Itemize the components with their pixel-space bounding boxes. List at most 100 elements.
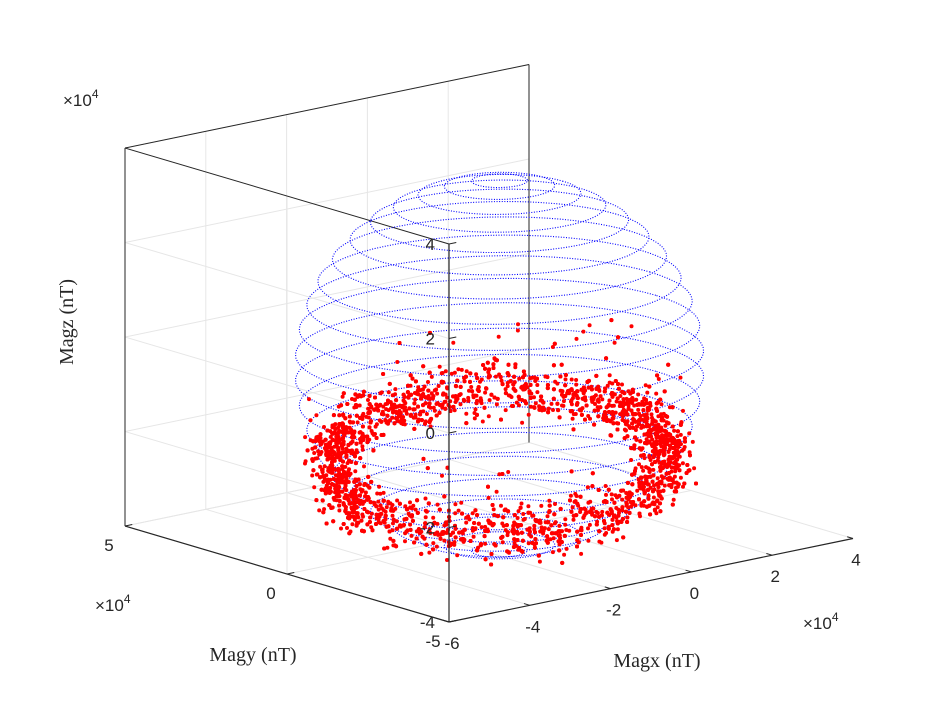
data-point: [381, 432, 386, 437]
data-point: [340, 425, 345, 430]
data-point: [597, 539, 602, 544]
data-point: [428, 330, 432, 335]
data-point: [594, 522, 599, 527]
data-point: [535, 390, 540, 395]
data-point: [569, 377, 574, 382]
data-point: [443, 369, 448, 374]
data-point: [458, 384, 463, 389]
data-point: [682, 436, 687, 441]
data-point: [579, 387, 584, 392]
grid-line-z: [124, 253, 530, 338]
sphere-ring: [349, 200, 650, 276]
data-point: [494, 402, 499, 407]
data-point: [404, 411, 409, 416]
data-point: [384, 505, 389, 510]
data-point: [340, 464, 345, 469]
data-point: [610, 391, 615, 396]
data-point: [662, 445, 667, 450]
data-point: [583, 395, 587, 400]
data-point: [427, 527, 432, 532]
data-point: [326, 481, 331, 486]
data-point: [581, 515, 586, 520]
data-point: [671, 497, 676, 502]
data-point: [563, 377, 568, 382]
data-point: [401, 523, 406, 528]
data-point: [451, 340, 456, 345]
sphere-ring: [349, 455, 650, 531]
data-point: [318, 464, 323, 469]
data-point: [609, 318, 614, 323]
data-point: [596, 408, 600, 413]
data-point: [432, 388, 437, 393]
data-point: [619, 488, 624, 493]
data-point: [332, 483, 337, 488]
data-point: [369, 479, 374, 484]
data-point: [353, 493, 358, 498]
data-point: [413, 507, 418, 512]
data-point: [479, 542, 483, 546]
data-point: [674, 442, 678, 447]
data-point: [347, 501, 352, 506]
data-point: [678, 475, 683, 480]
data-point: [654, 482, 659, 487]
data-point: [406, 395, 411, 400]
x-tick-mark: [443, 619, 450, 623]
data-point: [537, 520, 542, 525]
data-point: [655, 428, 660, 433]
data-point: [536, 553, 541, 558]
data-point: [362, 482, 367, 486]
data-point: [389, 508, 394, 513]
data-point: [632, 403, 637, 408]
data-point: [620, 516, 625, 521]
data-point: [322, 488, 327, 493]
data-point: [600, 397, 605, 402]
data-point: [354, 441, 359, 446]
data-point: [305, 448, 310, 453]
data-point: [385, 545, 390, 550]
data-point: [606, 526, 611, 531]
data-point: [624, 500, 629, 505]
data-point: [365, 522, 370, 527]
data-point: [553, 520, 558, 525]
data-point: [515, 531, 520, 536]
data-point: [614, 538, 619, 543]
data-point: [523, 399, 527, 404]
data-point: [651, 473, 656, 478]
y-axis-multiplier: ×104: [95, 592, 131, 615]
data-point: [651, 427, 656, 432]
data-point: [571, 412, 576, 417]
data-point: [434, 544, 439, 549]
data-point: [625, 399, 630, 404]
data-point: [676, 482, 681, 487]
data-point: [423, 401, 428, 406]
data-point: [424, 412, 429, 416]
data-point: [571, 513, 576, 518]
data-point: [371, 448, 376, 453]
sphere-ring: [417, 516, 582, 558]
data-point: [643, 383, 648, 388]
data-point: [402, 399, 407, 404]
data-point: [450, 541, 455, 546]
data-point: [458, 402, 463, 407]
data-point: [666, 362, 671, 367]
data-point: [674, 462, 679, 467]
data-point: [675, 457, 680, 462]
data-point: [680, 461, 685, 466]
data-point: [569, 509, 574, 514]
data-point: [422, 525, 427, 530]
data-point: [507, 393, 512, 398]
data-point: [343, 505, 348, 510]
data-point: [359, 518, 364, 523]
data-point: [344, 453, 349, 458]
data-point: [361, 389, 366, 394]
data-point: [470, 389, 475, 394]
data-point: [651, 489, 655, 494]
data-point: [384, 524, 389, 529]
data-point: [604, 356, 609, 361]
data-point: [644, 477, 649, 482]
data-point: [641, 484, 646, 489]
data-point: [347, 467, 351, 472]
data-point: [643, 481, 648, 485]
data-point: [383, 509, 388, 514]
data-point: [464, 421, 469, 426]
